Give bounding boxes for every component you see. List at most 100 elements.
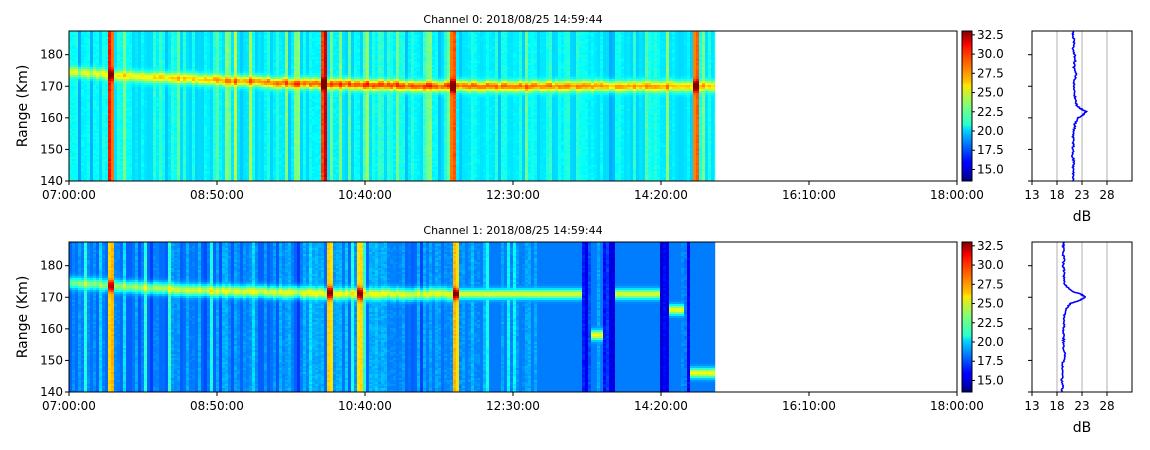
heatmap-cell (141, 37, 144, 39)
heatmap-cell (90, 41, 93, 43)
heatmap-cell (195, 121, 198, 123)
heatmap-cell (237, 169, 240, 171)
heatmap-cell (147, 45, 150, 47)
heatmap-cell (216, 107, 219, 109)
heatmap-cell (246, 169, 249, 171)
heatmap-cell (252, 59, 255, 61)
heatmap-cell (216, 147, 219, 149)
heatmap-cell (93, 161, 96, 163)
heatmap-cell (261, 113, 264, 115)
heatmap-cell (105, 97, 108, 99)
heatmap-cell (135, 155, 138, 157)
heatmap-cell (261, 159, 264, 161)
heatmap-cell (180, 171, 183, 173)
heatmap-cell (75, 103, 78, 105)
heatmap-cell (177, 145, 180, 147)
heatmap-cell (216, 171, 219, 173)
heatmap-cell (264, 51, 267, 53)
heatmap-cell (192, 47, 195, 49)
heatmap-cell (75, 91, 78, 93)
heatmap-cell (207, 117, 210, 119)
heatmap-cell (75, 149, 78, 151)
heatmap-cell (186, 35, 189, 37)
heatmap-cell (78, 79, 81, 81)
heatmap-cell (222, 129, 225, 131)
heatmap-cell (144, 157, 147, 159)
heatmap-cell (135, 55, 138, 57)
heatmap-cell (138, 137, 141, 139)
heatmap-cell (159, 43, 162, 45)
heatmap-cell (258, 153, 261, 155)
heatmap-cell (180, 173, 183, 175)
heatmap-cell (255, 91, 258, 93)
heatmap-cell (123, 43, 126, 45)
heatmap-cell (120, 165, 123, 167)
heatmap-cell (177, 83, 180, 85)
heatmap-cell (234, 43, 237, 45)
heatmap-cell (75, 49, 78, 51)
heatmap-cell (207, 83, 210, 85)
heatmap-cell (231, 51, 234, 53)
heatmap-cell (108, 81, 111, 83)
heatmap-cell (102, 113, 105, 115)
heatmap-cell (216, 89, 219, 91)
heatmap-cell (108, 85, 111, 87)
heatmap-cell (75, 117, 78, 119)
heatmap-cell (261, 135, 264, 137)
heatmap-cell (96, 139, 99, 141)
heatmap-cell (99, 171, 102, 173)
heatmap-cell (93, 153, 96, 155)
heatmap-cell (201, 137, 204, 139)
heatmap-cell (189, 63, 192, 65)
heatmap-cell (234, 129, 237, 131)
heatmap-cell (114, 85, 117, 87)
heatmap-cell (201, 59, 204, 61)
heatmap-cell (114, 89, 117, 91)
heatmap-cell (210, 139, 213, 141)
heatmap-cell (108, 75, 111, 77)
heatmap-cell (213, 95, 216, 97)
heatmap-cell (159, 169, 162, 171)
heatmap-cell (102, 73, 105, 75)
heatmap-cell (234, 155, 237, 157)
heatmap-cell (111, 143, 114, 145)
heatmap-cell (171, 43, 174, 45)
heatmap-cell (222, 135, 225, 137)
heatmap-cell (267, 121, 270, 123)
heatmap-cell (102, 67, 105, 69)
heatmap-cell (195, 67, 198, 69)
heatmap-cell (222, 175, 225, 177)
heatmap-cell (111, 61, 114, 63)
heatmap-cell (183, 137, 186, 139)
heatmap-cell (252, 147, 255, 149)
heatmap-cell (123, 171, 126, 173)
heatmap-cell (237, 105, 240, 107)
heatmap-cell (231, 117, 234, 119)
heatmap-cell (96, 61, 99, 63)
heatmap-cell (81, 41, 84, 43)
heatmap-cell (99, 65, 102, 67)
heatmap-cell (99, 55, 102, 57)
heatmap-cell (261, 131, 264, 133)
heatmap-cell (75, 177, 78, 179)
heatmap-cell (141, 85, 144, 87)
heatmap-cell (237, 149, 240, 151)
heatmap-cell (237, 133, 240, 135)
heatmap-cell (255, 85, 258, 87)
heatmap-cell (210, 165, 213, 167)
heatmap-cell (249, 93, 252, 95)
heatmap-cell (201, 95, 204, 97)
heatmap-cell (174, 79, 177, 81)
heatmap-cell (189, 131, 192, 133)
heatmap-cell (93, 71, 96, 73)
heatmap-cell (231, 119, 234, 121)
heatmap-cell (162, 167, 165, 169)
heatmap-cell (96, 155, 99, 157)
heatmap-cell (192, 139, 195, 141)
heatmap-cell (150, 131, 153, 133)
heatmap-cell (198, 103, 201, 105)
heatmap-cell (159, 33, 162, 35)
heatmap-cell (240, 123, 243, 125)
heatmap-cell (243, 45, 246, 47)
heatmap-cell (204, 105, 207, 107)
